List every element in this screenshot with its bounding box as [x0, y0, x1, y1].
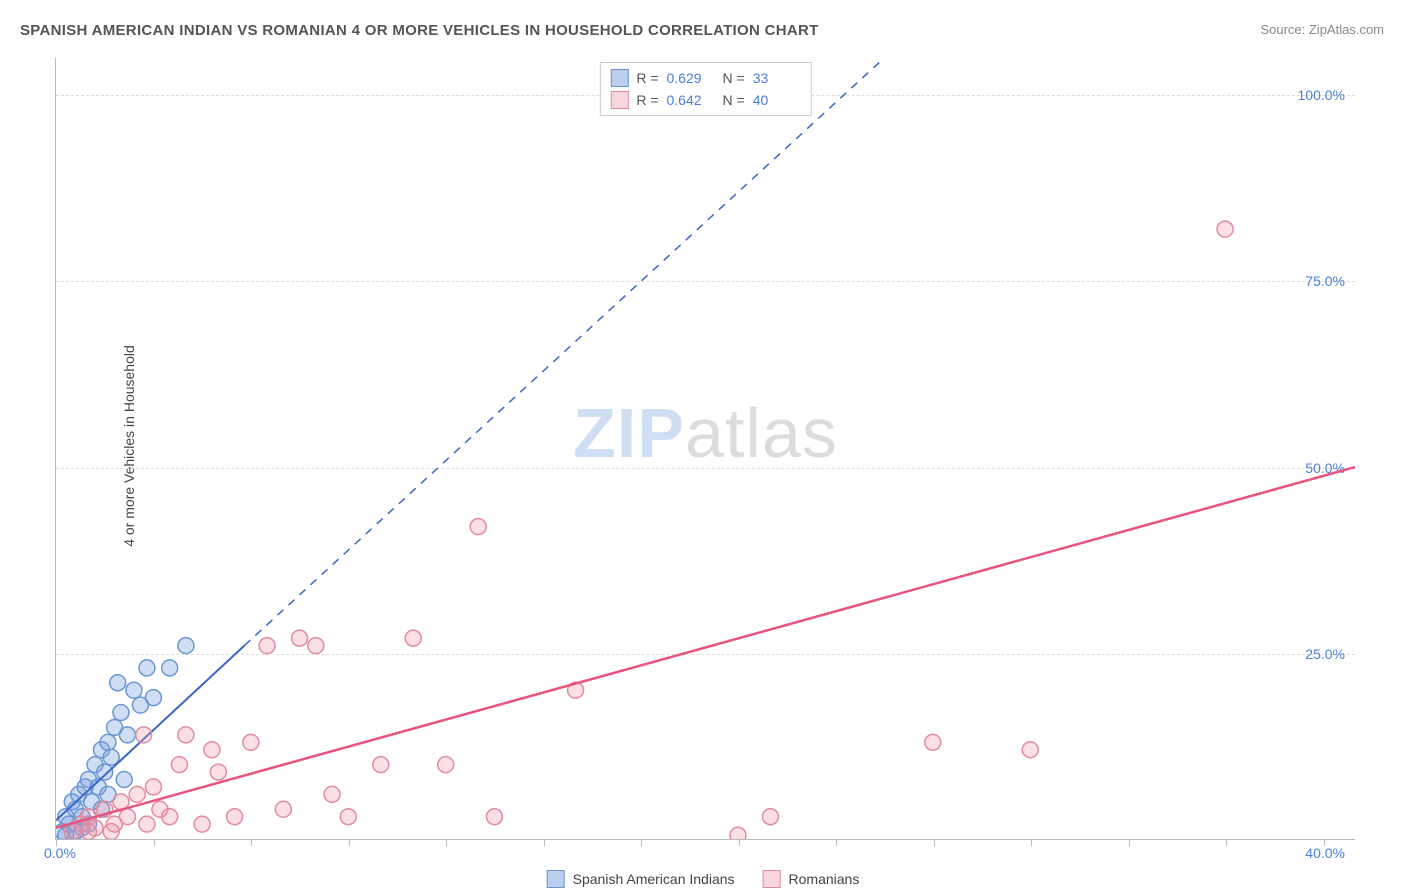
- trend-line-extrapolation: [244, 58, 884, 646]
- n-value-pink: 40: [753, 92, 801, 108]
- x-tick: [544, 839, 545, 846]
- data-point: [110, 675, 126, 691]
- correlation-legend: R = 0.629 N = 33 R = 0.642 N = 40: [599, 62, 811, 116]
- data-point: [162, 809, 178, 825]
- data-point: [194, 816, 210, 832]
- swatch-blue: [610, 69, 628, 87]
- data-point: [275, 801, 291, 817]
- data-point: [145, 779, 161, 795]
- data-point: [139, 660, 155, 676]
- data-point: [405, 630, 421, 646]
- data-point: [204, 742, 220, 758]
- data-point: [925, 734, 941, 750]
- x-max-label: 40.0%: [1305, 845, 1345, 861]
- x-tick: [739, 839, 740, 846]
- swatch-pink: [610, 91, 628, 109]
- data-point: [470, 519, 486, 535]
- data-point: [730, 827, 746, 839]
- data-point: [438, 757, 454, 773]
- data-point: [126, 682, 142, 698]
- x-tick: [1129, 839, 1130, 846]
- data-point: [1022, 742, 1038, 758]
- r-label: R =: [636, 92, 658, 108]
- data-point: [80, 824, 96, 839]
- data-point: [210, 764, 226, 780]
- data-point: [129, 786, 145, 802]
- swatch-blue: [547, 870, 565, 888]
- r-label: R =: [636, 70, 658, 86]
- data-point: [119, 727, 135, 743]
- x-tick: [836, 839, 837, 846]
- data-point: [178, 638, 194, 654]
- x-tick: [349, 839, 350, 846]
- plot-svg: [56, 58, 1355, 839]
- data-point: [116, 772, 132, 788]
- data-point: [171, 757, 187, 773]
- data-point: [292, 630, 308, 646]
- x-tick: [1031, 839, 1032, 846]
- chart-title: SPANISH AMERICAN INDIAN VS ROMANIAN 4 OR…: [20, 22, 819, 39]
- data-point: [762, 809, 778, 825]
- x-tick: [251, 839, 252, 846]
- x-tick: [934, 839, 935, 846]
- data-point: [1217, 221, 1233, 237]
- x-tick: [641, 839, 642, 846]
- plot-area: ZIPatlas R = 0.629 N = 33 R = 0.642 N = …: [55, 58, 1355, 840]
- data-point: [100, 734, 116, 750]
- data-point: [308, 638, 324, 654]
- x-tick: [56, 839, 57, 846]
- data-point: [243, 734, 259, 750]
- data-point: [113, 705, 129, 721]
- n-label: N =: [723, 70, 745, 86]
- n-value-blue: 33: [753, 70, 801, 86]
- data-point: [227, 809, 243, 825]
- r-value-pink: 0.642: [667, 92, 715, 108]
- data-point: [324, 786, 340, 802]
- legend-row-blue: R = 0.629 N = 33: [610, 67, 800, 89]
- n-label: N =: [723, 92, 745, 108]
- x-tick: [446, 839, 447, 846]
- source-attribution: Source: ZipAtlas.com: [1260, 22, 1384, 37]
- r-value-blue: 0.629: [667, 70, 715, 86]
- data-point: [373, 757, 389, 773]
- data-point: [340, 809, 356, 825]
- series-legend: Spanish American Indians Romanians: [547, 870, 860, 888]
- legend-row-pink: R = 0.642 N = 40: [610, 89, 800, 111]
- trend-line: [56, 467, 1355, 828]
- data-point: [119, 809, 135, 825]
- data-point: [259, 638, 275, 654]
- legend-item-blue: Spanish American Indians: [547, 870, 735, 888]
- data-point: [178, 727, 194, 743]
- data-point: [145, 690, 161, 706]
- data-point: [139, 816, 155, 832]
- x-tick: [1226, 839, 1227, 846]
- legend-label-pink: Romanians: [789, 871, 860, 887]
- x-tick: [154, 839, 155, 846]
- data-point: [103, 824, 119, 839]
- legend-label-blue: Spanish American Indians: [573, 871, 735, 887]
- data-point: [97, 764, 113, 780]
- data-point: [486, 809, 502, 825]
- swatch-pink: [763, 870, 781, 888]
- x-min-label: 0.0%: [44, 845, 76, 861]
- x-tick: [1324, 839, 1325, 846]
- data-point: [136, 727, 152, 743]
- legend-item-pink: Romanians: [763, 870, 860, 888]
- data-point: [162, 660, 178, 676]
